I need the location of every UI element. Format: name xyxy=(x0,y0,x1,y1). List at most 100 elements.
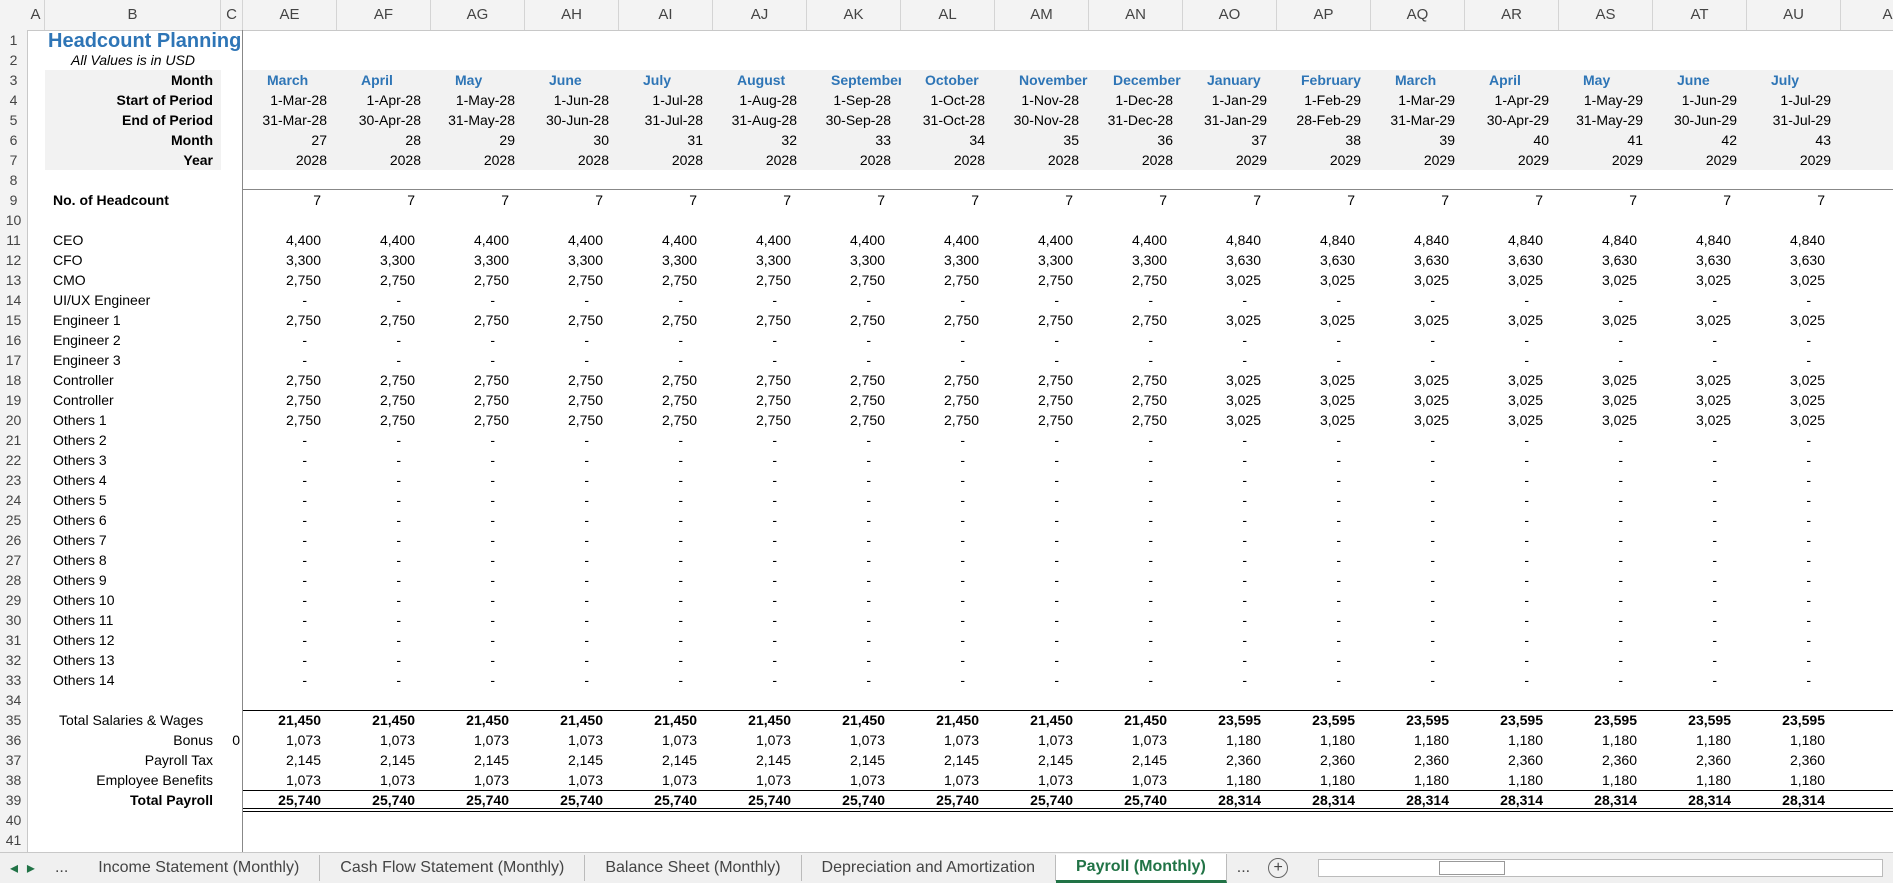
cell-value: - xyxy=(584,292,589,308)
row-number: 16 xyxy=(5,332,22,348)
cell-value: - xyxy=(772,632,777,648)
column-header: A xyxy=(27,0,45,30)
cell-value: 7 xyxy=(1253,192,1261,208)
cell-value: 3,300 xyxy=(755,252,791,268)
cell-value: 2,750 xyxy=(849,312,885,328)
row-number: 36 xyxy=(5,732,22,748)
cell-value: - xyxy=(960,332,965,348)
column-header: B xyxy=(45,0,221,30)
cell-value: - xyxy=(1054,592,1059,608)
header-value: 30-Sep-28 xyxy=(825,112,891,128)
header-value: 2028 xyxy=(577,152,609,168)
sheet-tab[interactable]: Depreciation and Amortization xyxy=(802,855,1056,881)
cell-value: - xyxy=(866,432,871,448)
sheet-tab[interactable]: Cash Flow Statement (Monthly) xyxy=(320,855,586,881)
sheet-subtitle: All Values is in USD xyxy=(71,52,195,68)
row-number: 34 xyxy=(5,692,22,708)
cell-value: - xyxy=(678,472,683,488)
header-value: 35 xyxy=(1063,132,1079,148)
cell-value: - xyxy=(1054,572,1059,588)
cell-value: - xyxy=(960,572,965,588)
row-label: Total Payroll xyxy=(130,792,213,808)
cell-value: - xyxy=(678,512,683,528)
column-header-bar xyxy=(0,0,1893,31)
header-value: 27 xyxy=(311,132,327,148)
column-header: C xyxy=(221,0,243,30)
sheet-tab[interactable]: Income Statement (Monthly) xyxy=(78,855,321,881)
cell-value: - xyxy=(1336,492,1341,508)
cell-value: 7 xyxy=(595,192,603,208)
cell-value: - xyxy=(1430,292,1435,308)
sheet-tab[interactable]: ... xyxy=(1236,859,1251,876)
cell-value: 3,025 xyxy=(1413,312,1449,328)
column-c-value: 0 xyxy=(232,732,240,748)
sheet-tab[interactable]: Balance Sheet (Monthly) xyxy=(585,855,802,881)
cell-value: - xyxy=(1336,512,1341,528)
cell-value: 3,025 xyxy=(1789,372,1825,388)
month-name: March xyxy=(267,72,309,88)
header-value: 2029 xyxy=(1611,152,1643,168)
cell-value: - xyxy=(396,592,401,608)
sheet-tab[interactable]: Payroll (Monthly) xyxy=(1056,853,1227,883)
cell-value: 2,750 xyxy=(1131,412,1167,428)
cell-value: - xyxy=(1712,592,1717,608)
header-value: 2028 xyxy=(1141,152,1173,168)
row-number: 25 xyxy=(5,512,22,528)
add-sheet-button[interactable]: + xyxy=(1268,858,1289,878)
row-label: Others 2 xyxy=(53,432,107,448)
cell-value: 2,750 xyxy=(943,312,979,328)
cell-value: - xyxy=(678,352,683,368)
header-label: Month xyxy=(171,132,213,148)
cell-value: - xyxy=(1618,452,1623,468)
total-border xyxy=(243,790,1893,791)
cell-value: - xyxy=(1712,452,1717,468)
cell-value: 25,740 xyxy=(560,792,603,808)
cell-value: - xyxy=(1148,572,1153,588)
month-name: May xyxy=(455,72,483,88)
cell-value: 4,840 xyxy=(1413,232,1449,248)
cell-value: - xyxy=(866,632,871,648)
column-header: AE xyxy=(243,0,337,30)
cell-value: - xyxy=(1524,632,1529,648)
cell-value: 1,180 xyxy=(1413,772,1449,788)
row-number: 19 xyxy=(5,392,22,408)
cell-value: - xyxy=(584,472,589,488)
cell-value: 3,630 xyxy=(1225,252,1261,268)
cell-value: - xyxy=(1336,532,1341,548)
horizontal-scrollbar[interactable] xyxy=(1318,859,1883,877)
cell-value: 2,750 xyxy=(285,312,321,328)
cell-value: - xyxy=(1242,332,1247,348)
header-value: 1-Mar-28 xyxy=(270,92,327,108)
cell-value: - xyxy=(584,432,589,448)
cell-value: - xyxy=(396,612,401,628)
cell-value: - xyxy=(584,512,589,528)
header-value: 29 xyxy=(499,132,515,148)
cell-value: - xyxy=(866,652,871,668)
cell-value: 3,025 xyxy=(1789,412,1825,428)
cell-value: 4,840 xyxy=(1507,232,1543,248)
cell-value: 2,145 xyxy=(1037,752,1073,768)
cell-value: - xyxy=(1336,352,1341,368)
header-value: 2028 xyxy=(389,152,421,168)
cell-value: - xyxy=(302,672,307,688)
cell-value: - xyxy=(772,452,777,468)
row-label: Engineer 2 xyxy=(53,332,121,348)
cell-value: 3,025 xyxy=(1695,372,1731,388)
cell-value: 23,595 xyxy=(1218,712,1261,728)
column-header: AJ xyxy=(713,0,807,30)
scroll-thumb[interactable] xyxy=(1439,861,1506,875)
sheet-tab[interactable]: ... xyxy=(54,859,69,876)
cell-value: - xyxy=(1430,552,1435,568)
month-name: January xyxy=(1207,72,1261,88)
cell-value: - xyxy=(1524,472,1529,488)
cell-value: - xyxy=(1148,452,1153,468)
cell-value: 2,145 xyxy=(943,752,979,768)
header-value: 40 xyxy=(1533,132,1549,148)
row-label: No. of Headcount xyxy=(53,192,169,208)
cell-value: - xyxy=(1148,612,1153,628)
header-value: 1-Jun-28 xyxy=(553,92,609,108)
cell-value: 2,750 xyxy=(379,312,415,328)
tab-nav-arrows[interactable]: ◂ ▸ xyxy=(10,860,35,877)
cell-value: 1,180 xyxy=(1695,732,1731,748)
